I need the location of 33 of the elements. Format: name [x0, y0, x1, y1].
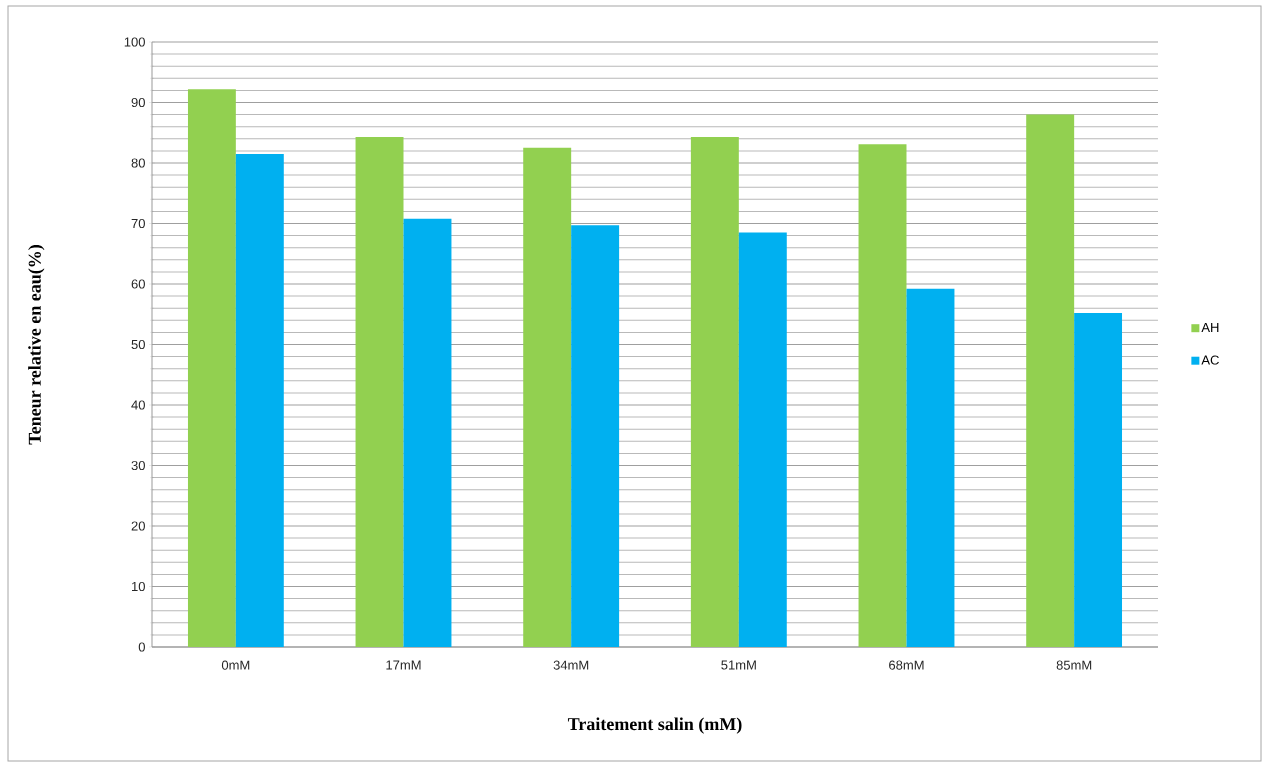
bar [403, 218, 452, 647]
y-tick-label: 90 [131, 97, 145, 108]
legend-label: AC [1201, 355, 1219, 365]
y-tick-label: 50 [131, 339, 145, 350]
bar [355, 136, 404, 647]
x-tick-label: 17mM [386, 660, 421, 670]
bar [690, 136, 739, 647]
y-tick-label: 80 [131, 158, 145, 168]
y-tick-label: 10 [132, 581, 145, 592]
x-tick-label: 34mM [553, 660, 589, 670]
y-axis-title: Teneur relative en eau(%) [28, 245, 45, 445]
x-tick-label: 85mM [1056, 660, 1092, 670]
bar [906, 288, 955, 647]
x-tick-label: 0mM [221, 660, 250, 670]
bar [187, 89, 236, 647]
y-tick-label: 40 [131, 400, 145, 410]
bar [523, 147, 572, 647]
bar [1074, 313, 1123, 647]
bar [571, 225, 620, 647]
x-tick-label: 51mM [721, 660, 756, 670]
bar [1026, 114, 1075, 647]
y-tick-label: 60 [131, 279, 145, 289]
bar [235, 153, 284, 647]
x-tick-label: 68mM [889, 660, 924, 670]
y-tick-label: 0 [138, 642, 145, 652]
y-tick-label: 70 [131, 218, 145, 229]
bar [738, 232, 787, 647]
y-tick-label: 100 [124, 37, 145, 47]
x-axis-title: Traitement salin (mM) [567, 717, 742, 734]
y-tick-label: 30 [131, 460, 145, 471]
legend-label: AH [1201, 322, 1219, 332]
y-tick-label: 20 [131, 521, 145, 531]
bar [858, 144, 907, 647]
